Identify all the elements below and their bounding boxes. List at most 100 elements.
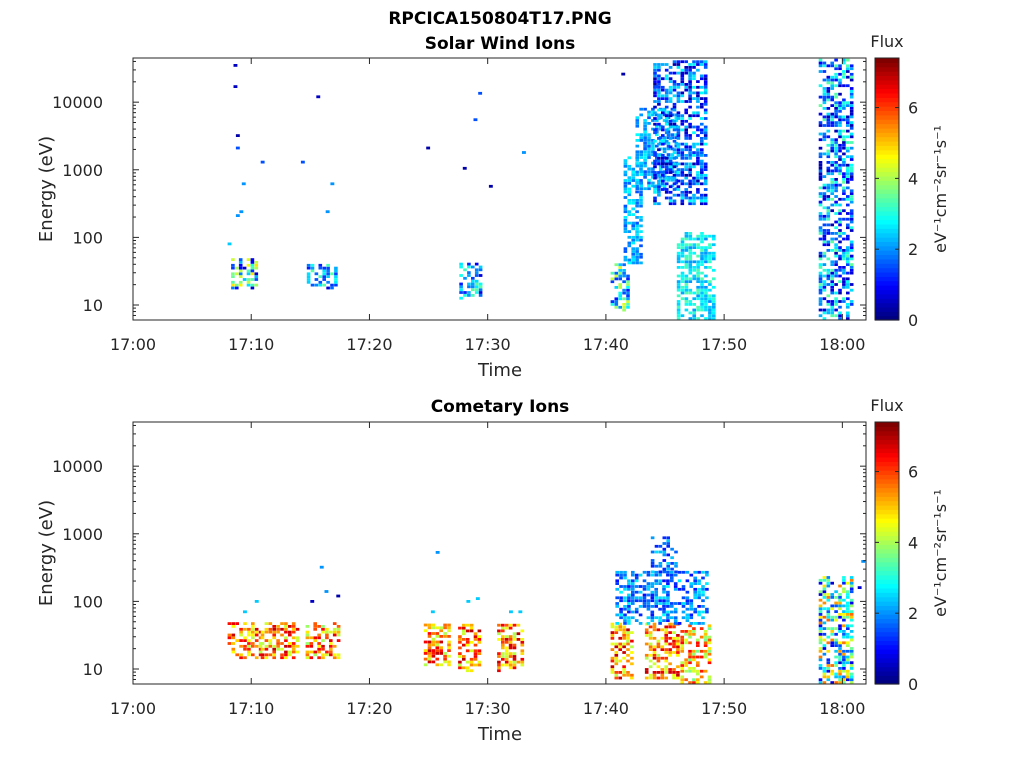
flux-cell	[822, 644, 827, 647]
flux-cell	[849, 246, 854, 249]
flux-cell	[309, 656, 314, 660]
flux-cell	[622, 288, 626, 292]
flux-point	[254, 600, 259, 603]
flux-cell	[680, 288, 685, 292]
flux-cell	[826, 669, 831, 673]
flux-cell	[830, 664, 834, 667]
flux-cell	[677, 587, 682, 591]
flux-cell	[692, 179, 696, 183]
flux-cell	[317, 647, 321, 651]
flux-cell	[662, 596, 666, 600]
flux-cell	[826, 610, 831, 613]
flux-cell	[818, 186, 823, 190]
flux-cell	[247, 642, 251, 645]
flux-cell	[666, 570, 670, 574]
flux-cell	[700, 151, 704, 154]
flux-cell	[704, 237, 708, 241]
flux-cell	[497, 629, 501, 633]
flux-cell	[688, 80, 692, 83]
flux-cell	[696, 246, 700, 249]
flux-cell	[708, 234, 712, 238]
flux-cell	[838, 223, 842, 227]
flux-cell	[849, 192, 854, 195]
flux-cell	[288, 650, 292, 654]
flux-cell	[657, 182, 661, 186]
flux-cell	[639, 199, 643, 202]
flux-cell	[639, 204, 643, 208]
flux-cell	[631, 199, 635, 202]
flux-cell	[610, 300, 615, 303]
flux-cell	[647, 113, 651, 117]
flux-cell	[818, 658, 823, 662]
flux-cell	[818, 214, 823, 218]
colorbar-segment	[875, 448, 899, 454]
flux-cell	[688, 268, 693, 272]
flux-cell	[651, 150, 655, 154]
flux-cell	[652, 653, 657, 657]
flux-cell	[336, 639, 341, 642]
flux-cell	[700, 131, 704, 135]
flux-cell	[653, 131, 657, 135]
flux-cell	[700, 91, 704, 95]
flux-cell	[849, 209, 854, 213]
flux-cell	[684, 193, 688, 197]
flux-cell	[818, 630, 823, 633]
flux-cell	[276, 644, 280, 648]
flux-cell	[615, 605, 619, 608]
flux-cell	[478, 268, 483, 272]
flux-cell	[427, 652, 432, 655]
flux-cell	[272, 633, 276, 637]
flux-cell	[822, 61, 827, 65]
flux-cell	[842, 209, 846, 213]
flux-cell	[849, 200, 854, 204]
flux-cell	[700, 260, 704, 264]
flux-cell	[317, 650, 321, 654]
flux-cell	[635, 164, 640, 168]
flux-cell	[668, 202, 673, 206]
flux-cell	[627, 190, 632, 194]
flux-cell	[688, 68, 692, 72]
flux-cell	[458, 635, 462, 638]
flux-cell	[664, 156, 669, 160]
flux-cell	[826, 135, 831, 139]
flux-cell	[692, 667, 696, 670]
flux-cell	[614, 645, 619, 649]
flux-cell	[639, 184, 643, 188]
flux-cell	[658, 564, 663, 568]
colorbar-segment	[875, 167, 899, 173]
flux-cell	[826, 169, 831, 173]
flux-cell	[643, 141, 647, 145]
flux-cell	[830, 596, 834, 599]
flux-cell	[305, 630, 310, 634]
flux-cell	[688, 243, 693, 247]
colorbar-segment	[875, 504, 899, 510]
flux-cell	[318, 283, 323, 287]
flux-cell	[622, 305, 626, 309]
flux-cell	[615, 579, 619, 583]
flux-cell	[635, 216, 639, 219]
flux-cell	[615, 587, 619, 591]
flux-cell	[826, 107, 831, 110]
flux-cell	[635, 158, 640, 162]
flux-cell	[703, 165, 708, 169]
flux-cell	[688, 105, 692, 109]
plot-frame	[132, 421, 867, 685]
flux-cell	[650, 593, 655, 597]
flux-cell	[696, 254, 700, 258]
flux-cell	[846, 641, 850, 645]
flux-cell	[322, 275, 326, 278]
flux-cell	[459, 282, 463, 286]
colorbar-segment	[875, 614, 899, 620]
colorbar-segment	[875, 609, 899, 615]
flux-cell	[818, 226, 823, 230]
flux-cell	[610, 648, 615, 651]
flux-cell	[696, 669, 700, 673]
flux-cell	[672, 676, 676, 680]
flux-cell	[842, 649, 846, 653]
flux-point	[330, 182, 335, 186]
flux-cell	[655, 119, 659, 122]
flux-cell	[619, 570, 623, 574]
flux-cell	[662, 542, 667, 545]
flux-cell	[818, 300, 823, 303]
flux-cell	[822, 596, 827, 599]
